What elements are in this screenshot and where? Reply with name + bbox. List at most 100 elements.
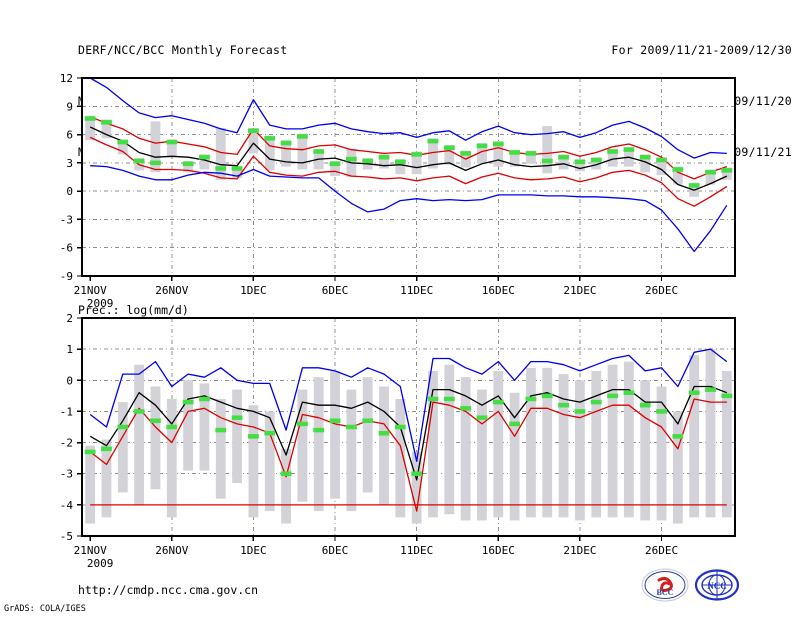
forecast-period-label: For 2009/11/21-2009/12/30 xyxy=(611,43,792,57)
spread-bar xyxy=(607,364,618,518)
x-tick-label: 26DEC xyxy=(645,284,678,297)
spread-bar xyxy=(542,367,553,518)
spread-bar xyxy=(493,141,504,167)
spread-bar xyxy=(705,169,716,185)
y-tick-label: 12 xyxy=(60,72,73,85)
spread-bar xyxy=(721,370,732,518)
observed-markers xyxy=(84,116,733,188)
y-tick-label: 3 xyxy=(66,157,73,170)
spread-bar xyxy=(379,154,389,169)
spread-bar xyxy=(640,380,651,521)
plot-frame xyxy=(81,77,736,277)
spread-bar xyxy=(444,364,455,515)
spread-bar xyxy=(362,377,373,493)
y-tick-label: 1 xyxy=(66,343,73,356)
series-line-max xyxy=(89,77,727,159)
spread-bar xyxy=(623,361,634,518)
y-tick-label: -3 xyxy=(60,468,73,481)
spread-bar xyxy=(330,160,340,177)
spread-bar xyxy=(640,154,651,173)
x-tick-label: 1DEC xyxy=(240,284,267,297)
series-line-median xyxy=(89,385,728,481)
y-tick-label: -9 xyxy=(60,270,73,283)
spread-bar xyxy=(672,166,683,185)
x-axis-year-label: 2009 xyxy=(87,297,114,310)
x-tick-label: 11DEC xyxy=(400,544,433,557)
spread-bar xyxy=(526,367,536,518)
spread-bar xyxy=(297,389,308,502)
spread-bar xyxy=(183,380,194,471)
spread-bar xyxy=(134,364,145,505)
spread-bar xyxy=(117,402,128,493)
spread-bar xyxy=(558,154,569,170)
series-line-max xyxy=(89,348,728,462)
spread-bar xyxy=(509,149,520,167)
spread-bar xyxy=(509,392,520,521)
spread-bar xyxy=(460,377,471,521)
precipitation-panel xyxy=(77,317,736,541)
spread-bar xyxy=(85,445,96,524)
y-tick-label: -1 xyxy=(60,405,73,418)
spread-bar xyxy=(607,148,618,167)
ensemble-spread-bars xyxy=(85,349,732,524)
x-tick-label: 26DEC xyxy=(645,544,678,557)
spread-bar xyxy=(672,411,683,524)
observed-markers xyxy=(84,387,733,476)
spread-bar xyxy=(526,150,536,164)
spread-bar xyxy=(215,127,226,180)
spread-bar xyxy=(395,159,406,175)
spread-bar xyxy=(313,377,324,512)
spread-bar xyxy=(411,451,422,524)
spread-bar xyxy=(444,144,455,165)
series-line-upper_quartile xyxy=(89,116,728,180)
temperature-panel xyxy=(77,77,736,281)
spread-bar xyxy=(183,160,194,173)
source-url[interactable]: http://cmdp.ncc.cma.gov.cn xyxy=(78,583,259,597)
spread-bar xyxy=(117,139,128,155)
spread-bar xyxy=(656,157,667,176)
bcc-logo-icon: BCC xyxy=(641,568,689,602)
x-tick-label: 11DEC xyxy=(400,284,433,297)
spread-bar xyxy=(379,386,389,505)
forecast-title: DERF/NCC/BCC Monthly Forecast xyxy=(78,43,288,57)
y-tick-label: -3 xyxy=(60,213,73,226)
spread-bar xyxy=(591,370,602,518)
spread-bar xyxy=(330,370,340,499)
spread-bar xyxy=(542,126,553,174)
spread-bar xyxy=(346,389,357,512)
spread-bar xyxy=(591,157,602,170)
plot-frame xyxy=(81,317,736,537)
spread-bar xyxy=(575,159,585,172)
spread-bar xyxy=(150,121,161,173)
y-tick-label: -5 xyxy=(60,530,73,543)
spread-bar xyxy=(248,127,259,154)
spread-bar xyxy=(101,119,112,139)
spread-bar xyxy=(395,398,406,518)
logo-group: BCC NCC xyxy=(641,568,743,602)
x-tick-label: 6DEC xyxy=(322,284,349,297)
spread-bar xyxy=(199,383,210,471)
spread-bar xyxy=(85,115,96,141)
spread-bar xyxy=(705,349,716,518)
spread-bar xyxy=(232,389,242,484)
spread-bar xyxy=(297,133,308,170)
y-tick-label: 6 xyxy=(66,129,73,142)
x-tick-label: 1DEC xyxy=(240,544,267,557)
y-tick-label: -6 xyxy=(60,242,73,255)
spread-bar xyxy=(101,439,112,518)
x-tick-label: 26NOV xyxy=(155,544,188,557)
x-tick-label: 16DEC xyxy=(482,544,515,557)
spread-bar xyxy=(428,370,438,518)
y-tick-label: 9 xyxy=(66,100,73,113)
y-tick-label: -2 xyxy=(60,437,73,450)
spread-bar xyxy=(232,165,242,178)
grads-credit: GrADS: COLA/IGES xyxy=(4,604,86,614)
spread-bar xyxy=(215,398,226,499)
x-axis-year-label: 2009 xyxy=(87,557,114,570)
y-tick-label: 0 xyxy=(66,185,73,198)
ensemble-spread-bars xyxy=(85,115,732,197)
svg-text:BCC: BCC xyxy=(657,588,674,597)
spread-bar xyxy=(575,380,585,521)
spread-bar xyxy=(166,139,177,158)
x-tick-label: 26NOV xyxy=(155,284,188,297)
